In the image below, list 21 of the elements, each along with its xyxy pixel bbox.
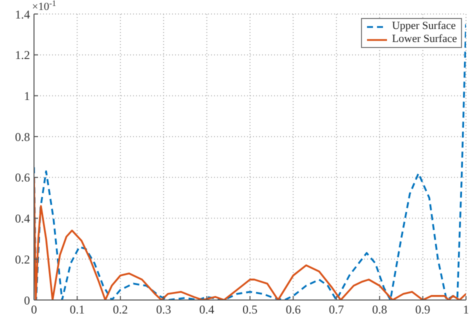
y-tick-label: 0 <box>24 293 30 308</box>
y-tick-label: 0.6 <box>15 170 30 185</box>
x-tick-label: 0.3 <box>156 302 172 317</box>
x-tick-label: 0.1 <box>70 302 85 317</box>
y-tick-label: 1 <box>24 88 30 103</box>
legend-label: Upper Surface <box>392 20 456 33</box>
text: ×10$^{-1}$ <box>32 0 56 13</box>
x-tick-label: 0.4 <box>199 302 214 317</box>
x-tick-label: 0.9 <box>415 302 430 317</box>
x-tick-label: 0.5 <box>242 302 258 317</box>
x-tick-label: 1 <box>463 302 469 317</box>
y-tick-label: 0.4 <box>15 212 30 226</box>
x-tick-label: 0.6 <box>286 302 301 317</box>
x-tick-label: 0.2 <box>112 302 128 317</box>
legend-label: Lower Surface <box>392 33 457 46</box>
x-tick-label: 0.7 <box>328 302 344 317</box>
y-tick-label: 1.4 <box>15 7 30 22</box>
y-tick-label: 0.2 <box>15 252 30 266</box>
y-tick-label: 1.2 <box>15 48 30 62</box>
x-tick-label: 0.8 <box>372 302 388 317</box>
y-tick-label: 0.8 <box>15 130 30 144</box>
